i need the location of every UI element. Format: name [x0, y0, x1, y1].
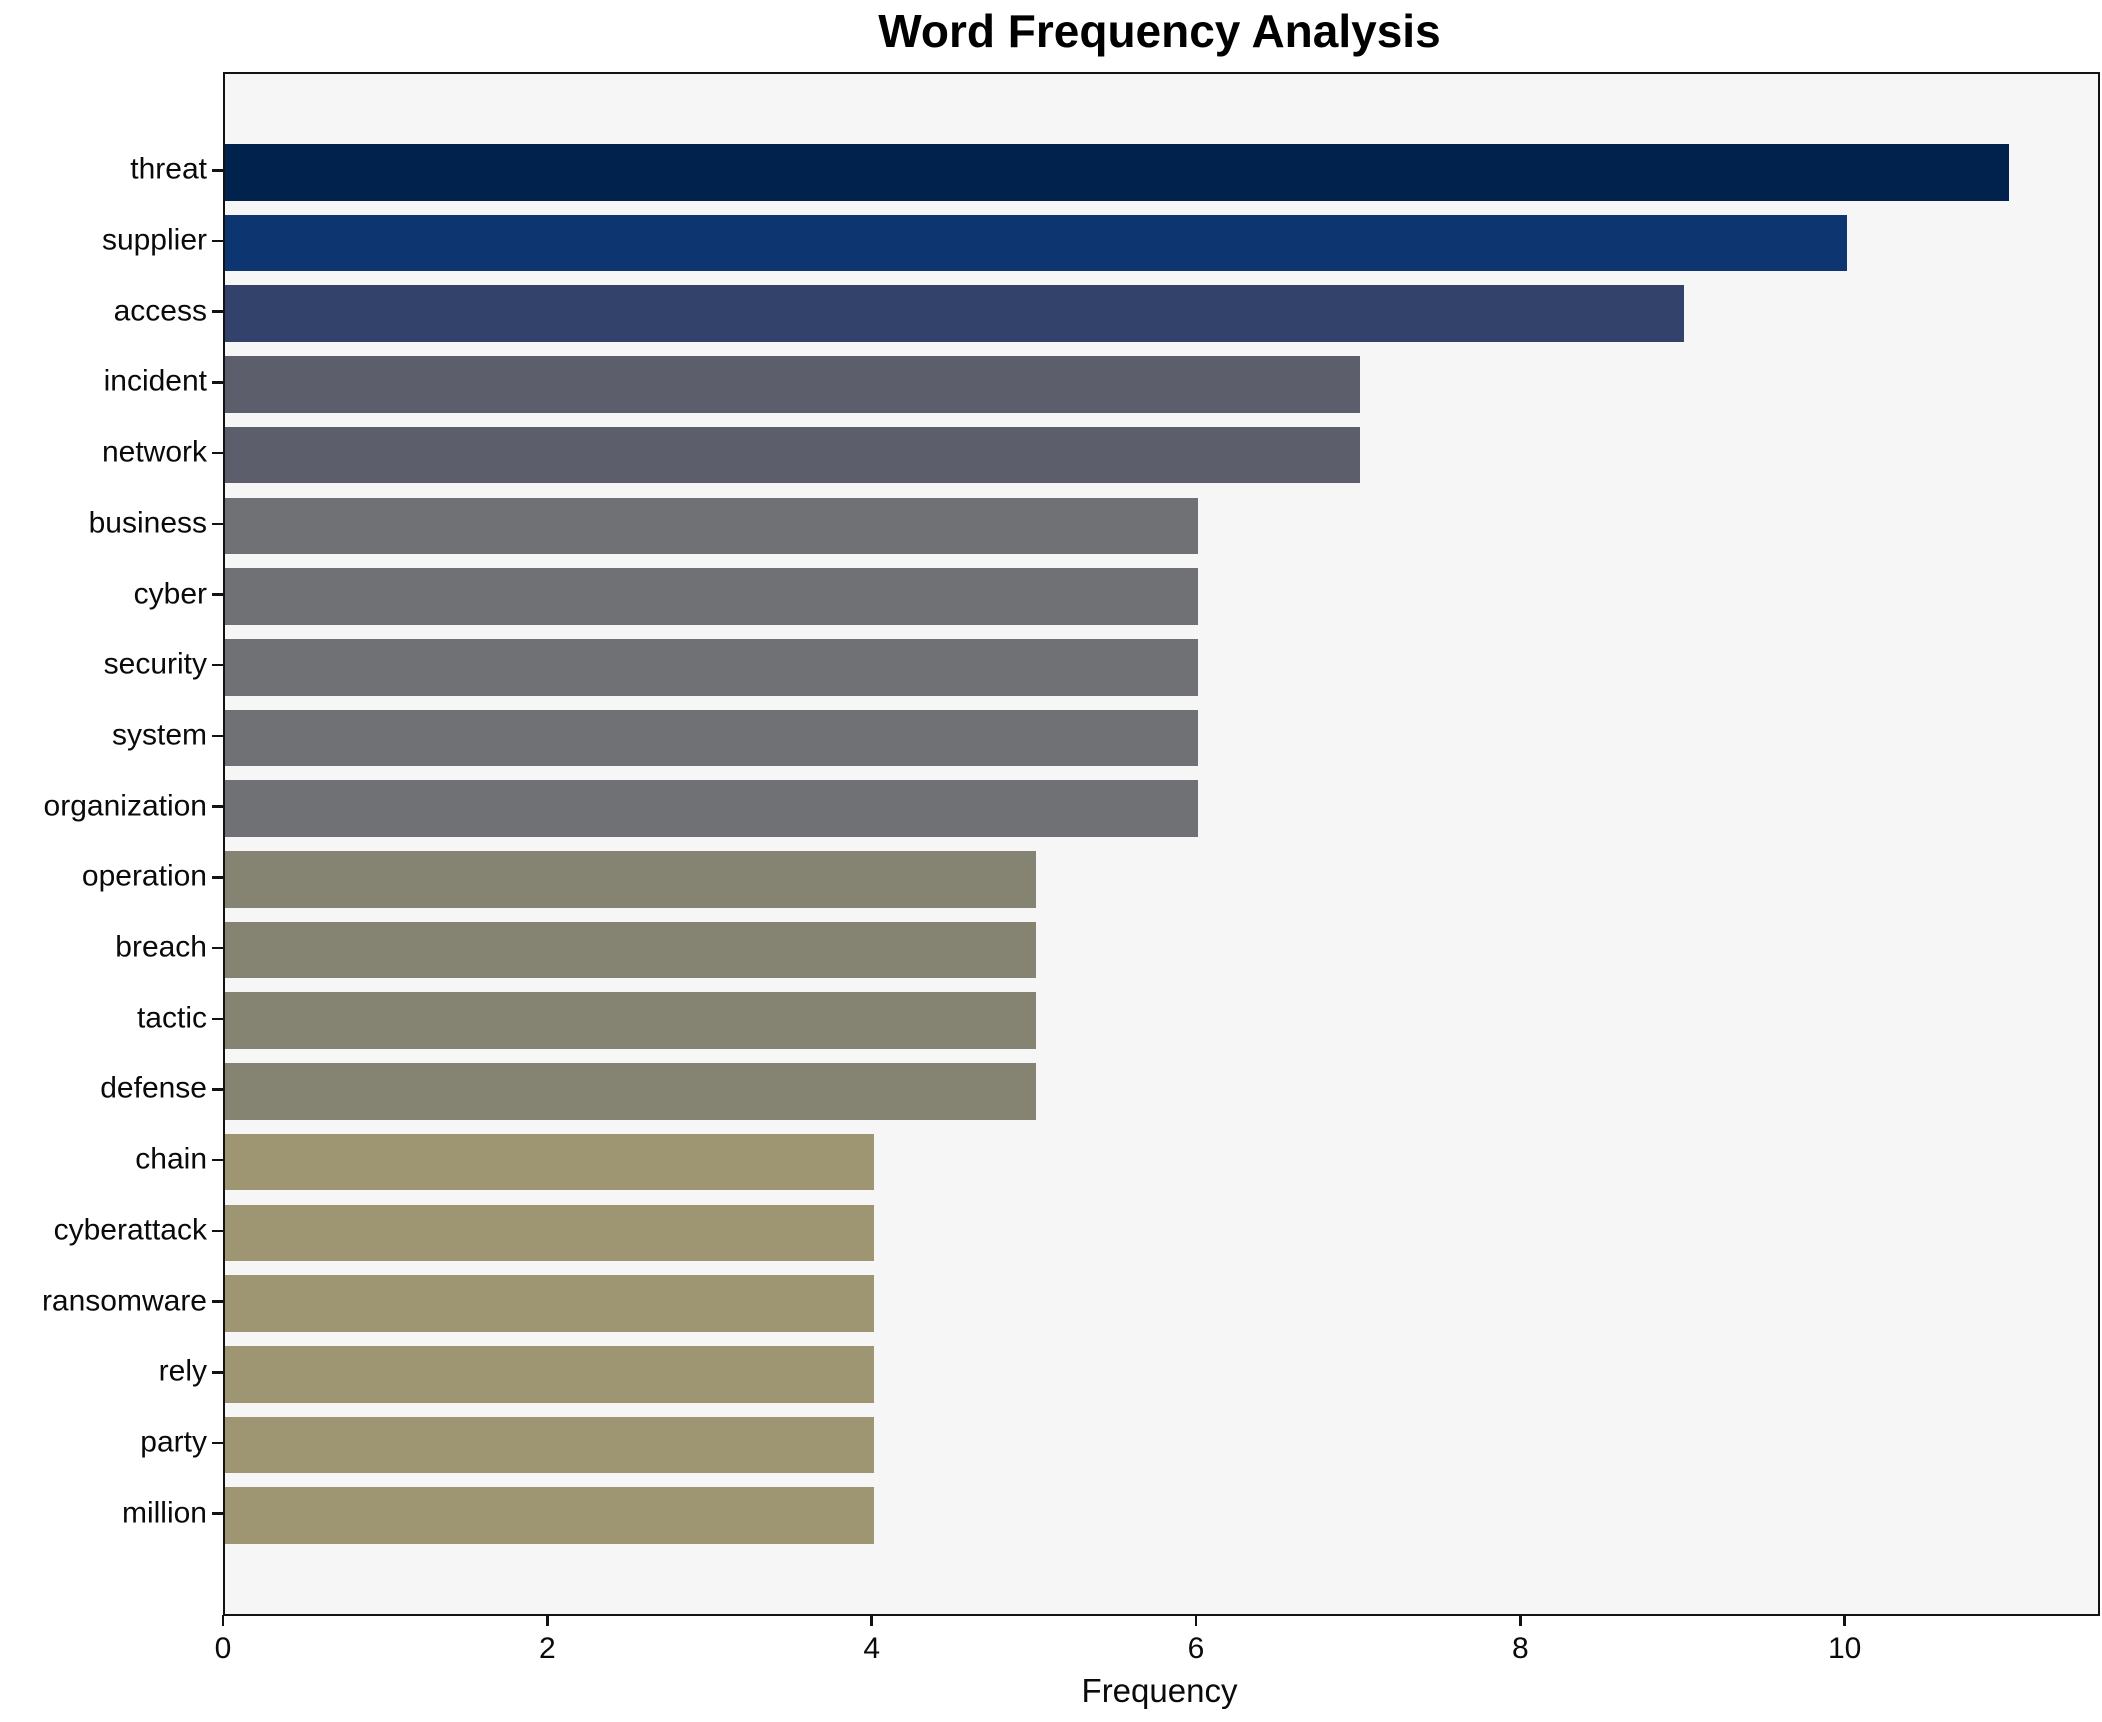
y-tick-mark — [212, 522, 223, 526]
y-tick-label: business — [88, 506, 207, 540]
y-tick-mark — [212, 593, 223, 596]
bar-security — [225, 638, 1198, 696]
y-tick-mark — [212, 734, 223, 738]
x-tick-label: 8 — [1511, 1632, 1529, 1665]
x-tick-label: 2 — [538, 1632, 556, 1665]
x-tick-mark — [1519, 1615, 1522, 1626]
y-tick-mark — [212, 381, 223, 384]
x-tick-label: 0 — [214, 1632, 232, 1665]
bar-defense — [225, 1063, 1036, 1120]
y-tick-label: incident — [103, 364, 207, 398]
y-tick-mark — [212, 1300, 223, 1303]
x-tick-mark — [1843, 1615, 1846, 1626]
x-tick-mark — [546, 1615, 549, 1626]
y-tick-label: supplier — [101, 223, 207, 257]
bar-cyberattack — [225, 1204, 874, 1262]
y-tick-label: breach — [115, 930, 207, 964]
y-tick-mark — [212, 1371, 223, 1374]
bar-chain — [225, 1133, 874, 1191]
y-tick-mark — [212, 876, 223, 879]
bar-million — [225, 1487, 874, 1544]
y-tick-label: tactic — [136, 1001, 207, 1035]
y-tick-mark — [212, 169, 223, 172]
bar-tactic — [225, 992, 1036, 1050]
y-tick-label: cyberattack — [53, 1213, 207, 1247]
y-tick-mark — [212, 310, 223, 313]
y-tick-mark — [212, 946, 223, 950]
y-tick-mark — [212, 1017, 223, 1021]
y-tick-label: million — [121, 1496, 207, 1530]
y-tick-mark — [212, 1229, 223, 1233]
bar-threat — [225, 144, 2009, 201]
y-tick-label: defense — [100, 1071, 207, 1105]
bar-supplier — [225, 214, 1847, 272]
y-tick-mark — [212, 451, 223, 455]
y-tick-label: cyber — [133, 576, 207, 610]
y-tick-mark — [212, 663, 223, 667]
x-tick-mark — [1194, 1615, 1198, 1626]
y-tick-mark — [212, 805, 223, 808]
y-tick-mark — [212, 1158, 223, 1162]
bar-network — [225, 426, 1361, 484]
y-tick-mark — [212, 1512, 223, 1515]
bar-incident — [225, 356, 1361, 413]
plot-area — [223, 72, 2100, 1616]
x-tick-mark — [870, 1615, 873, 1626]
y-tick-mark — [212, 239, 223, 243]
x-tick-label: 10 — [1827, 1632, 1862, 1665]
bar-breach — [225, 921, 1036, 979]
bar-party — [225, 1416, 874, 1474]
bar-operation — [225, 851, 1036, 908]
y-tick-label: operation — [81, 859, 207, 893]
bar-system — [225, 709, 1198, 767]
y-tick-label: access — [113, 294, 207, 328]
y-tick-label: chain — [135, 1142, 207, 1176]
bar-organization — [225, 780, 1198, 837]
bar-ransomware — [225, 1275, 874, 1332]
y-tick-label: system — [111, 718, 207, 752]
y-tick-label: threat — [130, 152, 207, 186]
y-tick-label: security — [103, 647, 207, 681]
bar-access — [225, 285, 1685, 342]
bar-rely — [225, 1346, 874, 1403]
x-axis-label: Frequency — [1081, 1672, 1238, 1709]
y-tick-mark — [212, 1441, 223, 1445]
x-tick-mark — [221, 1615, 225, 1626]
x-tick-label: 6 — [1187, 1632, 1205, 1665]
x-tick-label: 4 — [863, 1632, 880, 1665]
bar-business — [225, 497, 1198, 555]
y-tick-label: organization — [43, 788, 207, 822]
y-tick-label: party — [140, 1425, 207, 1459]
y-tick-label: rely — [158, 1354, 207, 1388]
y-tick-mark — [212, 1088, 223, 1091]
chart-title: Word Frequency Analysis — [878, 5, 1441, 57]
y-tick-label: network — [101, 435, 207, 469]
y-tick-label: ransomware — [41, 1283, 207, 1317]
bar-cyber — [225, 568, 1198, 625]
